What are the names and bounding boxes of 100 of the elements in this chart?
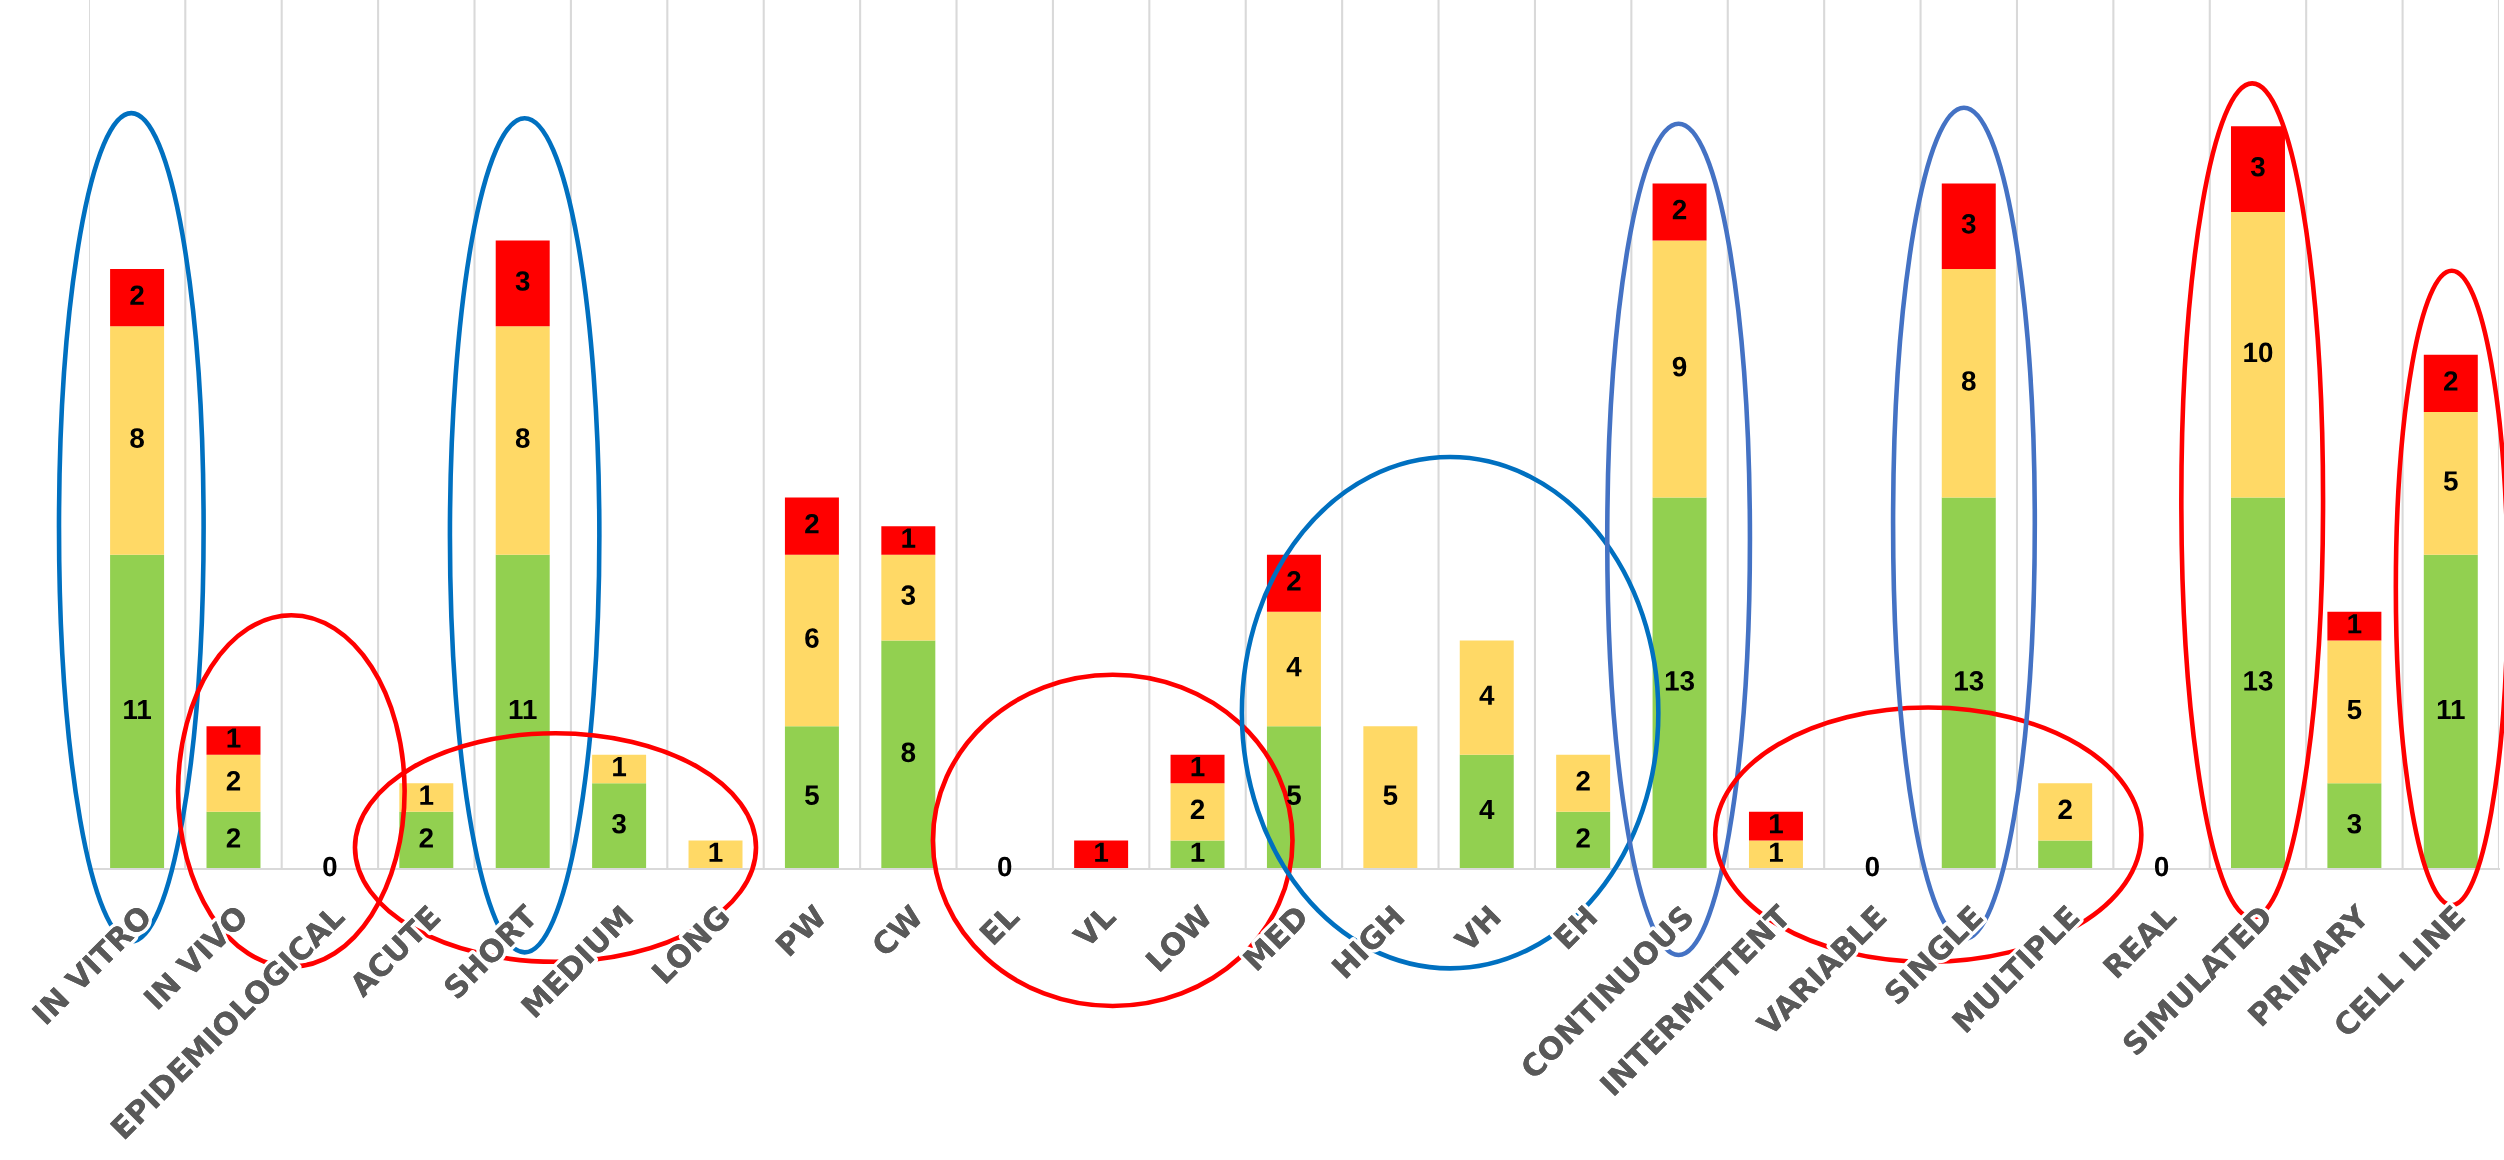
bar	[206, 726, 261, 755]
bar	[2230, 497, 2285, 869]
bar	[2327, 611, 2382, 641]
x-tick-label: VH	[1452, 904, 1502, 954]
data-label: 2	[1576, 771, 1590, 791]
x-tick-label: CW	[870, 903, 925, 958]
data-label: 11	[124, 699, 152, 720]
bar	[1556, 754, 1611, 812]
data-label: 1	[709, 842, 723, 862]
data-label: 2	[1287, 571, 1301, 591]
bar	[1170, 754, 1225, 784]
bar	[1459, 754, 1514, 869]
data-label: 3	[2347, 813, 2362, 834]
data-label: 2	[2444, 371, 2458, 391]
bar	[110, 554, 165, 869]
bar	[2038, 840, 2093, 869]
data-label: 8	[515, 428, 530, 448]
data-label: 4	[1479, 799, 1495, 820]
bar	[784, 726, 839, 869]
data-label: 10	[2244, 342, 2273, 363]
data-label: 1	[902, 528, 916, 548]
bar	[1748, 811, 1803, 841]
bar	[1170, 840, 1225, 869]
bar	[592, 754, 647, 784]
data-label: 1	[1095, 842, 1109, 862]
data-label: 3	[612, 813, 626, 834]
data-label: 13	[2244, 671, 2273, 691]
data-label: 2	[130, 285, 144, 305]
bar	[1652, 240, 1707, 498]
bar	[206, 754, 261, 812]
bar	[1652, 497, 1707, 869]
bar	[1459, 640, 1514, 755]
data-label: 3	[515, 271, 530, 291]
bar	[1266, 611, 1321, 727]
bar	[495, 554, 550, 869]
data-label: 5	[2347, 699, 2362, 720]
data-label: 2	[419, 828, 433, 848]
data-label: 11	[2437, 699, 2465, 720]
bar	[688, 840, 743, 869]
bar	[2327, 783, 2382, 869]
bar	[592, 783, 647, 869]
data-label: 1	[420, 785, 434, 805]
data-label: 2	[1190, 799, 1205, 820]
data-label: 0	[998, 856, 1012, 877]
data-label: 3	[901, 585, 916, 606]
bar	[1941, 497, 1996, 869]
bar	[881, 526, 936, 555]
bar	[1363, 726, 1418, 869]
data-label: 2	[2058, 799, 2072, 820]
bar	[110, 326, 165, 555]
bar	[1941, 183, 1996, 270]
bar	[495, 240, 550, 327]
data-label: 5	[2443, 471, 2458, 491]
data-label: 0	[1865, 856, 1879, 877]
data-label: 3	[2250, 156, 2265, 177]
data-label: 2	[805, 513, 819, 534]
bar	[1074, 840, 1129, 869]
data-label: 4	[1479, 685, 1495, 705]
data-label: 1	[1769, 814, 1783, 834]
data-label: 5	[805, 785, 819, 805]
data-label: 1	[613, 757, 627, 777]
bar	[2038, 783, 2093, 841]
bar	[784, 497, 839, 555]
bar	[495, 326, 550, 555]
data-label: 6	[805, 628, 819, 648]
bar	[881, 554, 936, 641]
bar	[1941, 269, 1996, 498]
bar	[2230, 126, 2285, 212]
data-label: 9	[1672, 356, 1687, 377]
data-label: 0	[2154, 856, 2169, 877]
data-label: 5	[1383, 785, 1398, 805]
data-label: 4	[1286, 657, 1302, 677]
data-label: 13	[1955, 671, 1984, 691]
data-label: 1	[1769, 842, 1783, 862]
bar	[1556, 811, 1611, 869]
data-label: 1	[227, 728, 241, 748]
bar	[2230, 211, 2285, 498]
data-label: 8	[901, 742, 916, 763]
x-tick-label: EL	[978, 903, 1021, 946]
data-label: 1	[1191, 842, 1205, 862]
x-tick-label: VL	[1071, 903, 1117, 950]
data-label: 1	[1191, 757, 1205, 777]
bar	[206, 811, 261, 869]
bar	[784, 554, 839, 727]
bar	[1748, 840, 1803, 869]
data-label: 5	[1287, 785, 1301, 805]
x-tick-label: PW	[774, 903, 828, 957]
data-label: 3	[1961, 214, 1976, 234]
data-label: 1	[2348, 614, 2362, 634]
bar	[110, 269, 165, 327]
data-label: 8	[130, 428, 144, 448]
data-label: 0	[323, 856, 337, 877]
data-label: 2	[1672, 199, 1687, 220]
bar	[1170, 783, 1225, 841]
bar	[2327, 640, 2382, 784]
bar	[881, 640, 936, 869]
bar	[2423, 354, 2478, 412]
data-label: 13	[1665, 671, 1694, 691]
bar	[1652, 183, 1707, 241]
bar	[2423, 554, 2478, 869]
